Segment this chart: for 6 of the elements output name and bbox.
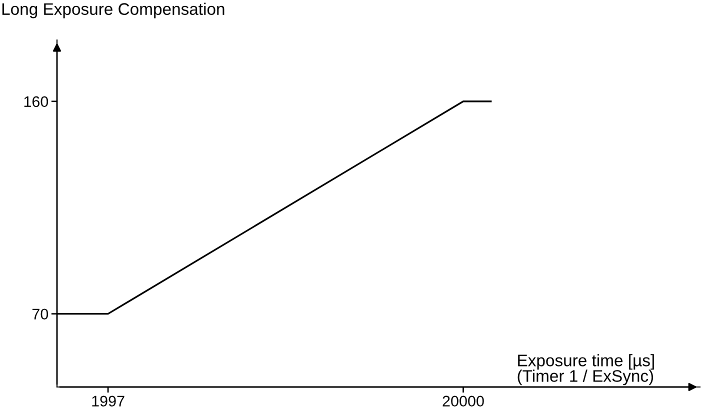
y-tick-label: 70 <box>32 308 48 320</box>
x-axis-title: Exposure time [µs] (Timer 1 / ExSync) <box>518 354 654 386</box>
x-tick-label: 20000 <box>442 396 484 407</box>
y-tick-label: 160 <box>24 96 48 108</box>
x-tick-label: 1997 <box>92 396 124 407</box>
y-axis-title: Long Exposure Compensation <box>2 2 224 18</box>
